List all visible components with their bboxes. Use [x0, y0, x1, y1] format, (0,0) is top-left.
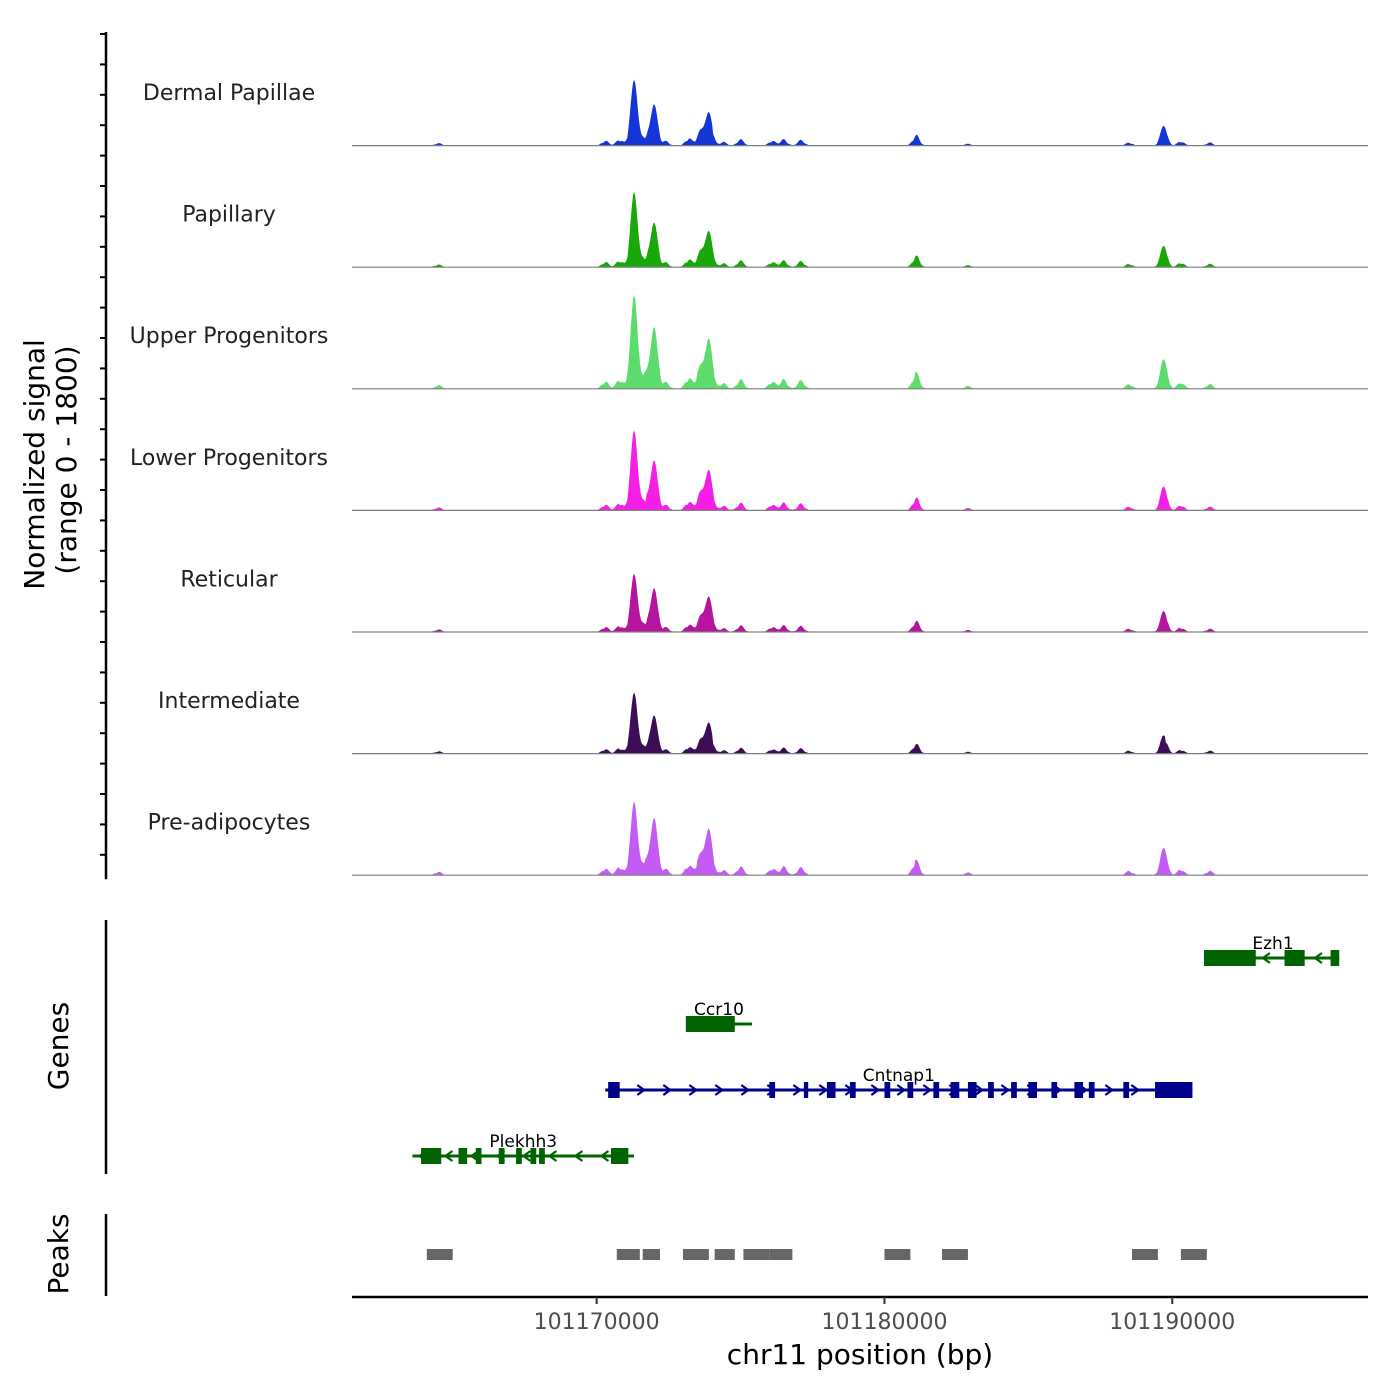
- gene-exon: [769, 1082, 776, 1098]
- coverage-area-dermal-papillae: [352, 79, 1368, 146]
- strand-arrow: [818, 1084, 829, 1096]
- strand-arrow: [636, 1084, 647, 1096]
- x-axis-tick-label: 101180000: [821, 1310, 947, 1335]
- gene-exon: [1051, 1082, 1058, 1098]
- gene-exon: [849, 1082, 856, 1098]
- x-axis: 101170000 101180000 101190000: [352, 1295, 1368, 1335]
- gene-exon: [1074, 1082, 1084, 1098]
- strand-arrow: [1130, 1084, 1141, 1096]
- gene-exon: [530, 1148, 537, 1164]
- gene-exon: [907, 1082, 914, 1098]
- gene-exon: [884, 1082, 891, 1098]
- strand-arrow: [870, 1084, 881, 1096]
- gene-exon: [988, 1082, 994, 1098]
- strand-arrow: [922, 1084, 933, 1096]
- gene-exon: [1284, 950, 1305, 966]
- coverage-y-axis-title: Normalized signal (range 0 - 1800): [18, 330, 83, 589]
- gene-exon: [458, 1148, 468, 1164]
- coverage-area-upper-progenitors: [352, 294, 1368, 389]
- x-axis-tick-label: 101190000: [1109, 1310, 1235, 1335]
- peak-region: [743, 1249, 770, 1260]
- gene-exon: [1155, 1082, 1193, 1098]
- gene-exon: [1028, 1082, 1038, 1098]
- coverage-area-papillary: [352, 191, 1368, 268]
- gene-model-ezh1: Ezh1: [1203, 934, 1340, 966]
- strand-arrow: [599, 1150, 610, 1162]
- peak-region: [642, 1249, 660, 1260]
- gene-exon: [421, 1148, 442, 1164]
- track-label: Papillary: [182, 203, 276, 228]
- strand-arrow: [547, 1150, 558, 1162]
- coverage-y-axis-title-line1: Normalized signal: [18, 339, 51, 590]
- gene-exon: [933, 1082, 940, 1098]
- strand-arrow: [740, 1084, 751, 1096]
- gene-exon: [1123, 1082, 1130, 1098]
- coverage-area-pre-adipocytes: [352, 801, 1368, 876]
- gene-exon: [1203, 950, 1256, 966]
- gene-exon: [950, 1082, 960, 1098]
- gene-label: Cntnap1: [863, 1066, 935, 1086]
- strand-arrow: [521, 1150, 532, 1162]
- peaks-panel: [104, 1214, 1207, 1296]
- track-label: Upper Progenitors: [130, 324, 329, 349]
- gene-model-cntnap1: Cntnap1: [605, 1066, 1193, 1098]
- gene-exon: [608, 1082, 620, 1098]
- gene-label: Ccr10: [694, 1000, 744, 1020]
- peak-region: [714, 1249, 735, 1260]
- peak-region: [1180, 1249, 1207, 1260]
- coverage-area-lower-progenitors: [352, 430, 1368, 511]
- peak-region: [426, 1249, 453, 1260]
- gene-exon: [475, 1148, 482, 1164]
- strand-arrow: [1261, 952, 1271, 964]
- coverage-area-reticular: [352, 573, 1368, 632]
- strand-arrow: [1104, 1084, 1115, 1096]
- strand-arrow: [1000, 1084, 1011, 1096]
- genes-panel: Ezh1 Ccr10 Cntnap1 Plekhh3: [104, 920, 1340, 1174]
- strand-arrow: [662, 1084, 673, 1096]
- gene-exon: [1330, 950, 1340, 966]
- gene-exon: [516, 1148, 522, 1164]
- strand-arrow: [792, 1084, 803, 1096]
- gene-exon: [539, 1148, 545, 1164]
- peak-region: [884, 1249, 911, 1260]
- gene-exon: [498, 1148, 505, 1164]
- x-axis-title: chr11 position (bp): [727, 1338, 993, 1371]
- genes-y-axis-title: Genes: [42, 1002, 75, 1090]
- gene-exon: [1011, 1082, 1017, 1098]
- strand-arrow: [443, 1150, 454, 1162]
- coverage-panel: Dermal Papillae Papillary Upper Progenitor…: [100, 32, 1368, 880]
- strand-arrow: [896, 1084, 907, 1096]
- gene-model-ccr10: Ccr10: [685, 1000, 753, 1032]
- strand-arrow: [688, 1084, 699, 1096]
- peak-region: [616, 1249, 640, 1260]
- gene-exon: [803, 1082, 809, 1098]
- peak-region: [1131, 1249, 1158, 1260]
- gene-exon: [685, 1016, 735, 1032]
- strand-arrow: [573, 1150, 584, 1162]
- coverage-area-intermediate: [352, 692, 1368, 754]
- strand-arrow: [1313, 952, 1323, 964]
- x-axis-tick-label: 101170000: [534, 1310, 660, 1335]
- strand-arrow: [714, 1084, 725, 1096]
- track-label: Dermal Papillae: [143, 81, 315, 106]
- track-label: Lower Progenitors: [130, 446, 328, 471]
- gene-label: Ezh1: [1252, 934, 1293, 954]
- coverage-y-axis-title-line2: (range 0 - 1800): [50, 345, 83, 574]
- gene-exon: [826, 1082, 836, 1098]
- gene-label: Plekhh3: [489, 1132, 557, 1152]
- gene-exon: [1088, 1082, 1095, 1098]
- strand-arrow: [974, 1084, 985, 1096]
- track-label: Intermediate: [158, 689, 300, 714]
- track-label: Reticular: [180, 567, 278, 592]
- peak-region: [769, 1249, 793, 1260]
- gene-exon: [967, 1082, 977, 1098]
- peak-region: [942, 1249, 968, 1260]
- peaks-y-axis-title: Peaks: [42, 1213, 75, 1294]
- gene-model-plekhh3: Plekhh3: [412, 1132, 635, 1164]
- peak-region: [682, 1249, 709, 1260]
- track-label: Pre-adipocytes: [148, 811, 311, 836]
- gene-exon: [611, 1148, 629, 1164]
